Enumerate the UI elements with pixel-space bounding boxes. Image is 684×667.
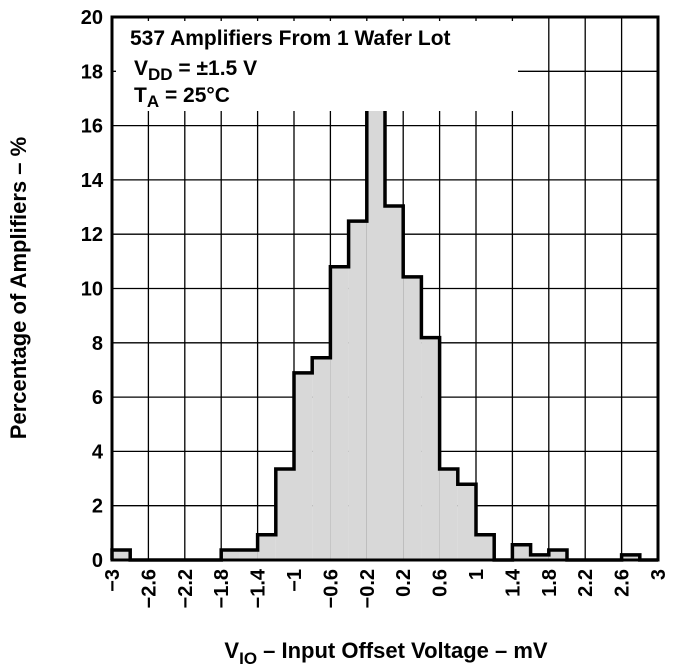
x-tick-label: −0.2 [357,569,379,608]
annotation-box: 537 Amplifiers From 1 Wafer Lot VDD = ±1… [116,21,518,111]
x-tick-label: 1.8 [539,569,561,597]
y-tick-label: 0 [92,550,103,572]
x-tick-label: −1.8 [211,569,233,608]
histogram-bar [621,554,640,560]
histogram-bar [530,554,549,560]
y-tick-label: 4 [92,441,104,463]
y-tick-label: 2 [92,496,103,518]
x-tick-label: −0.6 [320,569,342,608]
histogram-bar [112,549,131,560]
x-tick-label: 1.4 [502,568,524,597]
x-axis-tick-labels: −3 −2.6 −2.2 −1.8 −1.4 −1 −0.6 −0.2 0.2 0.6 1 1.4 1.… [102,568,670,608]
histogram-bar [548,549,567,560]
y-tick-label: 8 [92,333,103,355]
histogram-bars [110,67,658,562]
histogram-bar [294,372,313,560]
x-tick-label: −1.4 [248,568,270,608]
y-axis-tick-labels: 0 2 4 6 8 10 12 14 16 18 20 [81,7,104,572]
y-tick-label: 6 [92,387,103,409]
histogram-bar [312,357,331,560]
y-tick-label: 20 [81,7,103,29]
x-axis-title: VIO – Input Offset Voltage – mV [224,638,547,667]
histogram-bar [421,337,440,560]
histogram-bar [512,544,531,560]
histogram-bar [221,549,240,560]
histogram-bar [457,484,476,560]
y-axis-title: Percentage of Amplifiers – % [6,137,31,439]
y-tick-label: 12 [81,224,103,246]
histogram-bar [366,69,385,561]
histogram-bar [275,469,294,560]
x-tick-label: −2.2 [175,569,197,608]
y-tick-label: 18 [81,61,103,83]
plot-frame [110,15,660,562]
x-tick-label: 0.2 [393,569,415,597]
annotation-background [116,21,518,111]
histogram-bar [330,266,349,560]
x-tick-label: 0.6 [430,569,452,597]
histogram-bar [348,221,367,560]
histogram-bar [257,534,276,560]
histogram-bar [439,469,458,560]
histogram-bar [476,534,495,560]
histogram-bar [403,276,422,560]
x-tick-label: 1 [466,569,488,580]
x-tick-label: 3 [648,569,670,580]
x-tick-label: −1 [284,569,306,592]
annotation-temperature: TA = 25°C [134,84,230,111]
histogram-bar [385,205,404,561]
y-tick-label: 10 [81,279,103,301]
annotation-supply-voltage: VDD = ±1.5 V [134,57,257,84]
y-tick-label: 16 [81,116,103,138]
histogram-outline [110,67,658,562]
x-tick-label: −3 [102,569,124,592]
x-tick-label: −2.6 [138,569,160,608]
x-tick-label: 2.2 [575,569,597,597]
x-tick-label: 2.6 [612,569,634,597]
y-tick-label: 14 [81,170,104,192]
histogram-bar [239,549,258,560]
annotation-sample-count: 537 Amplifiers From 1 Wafer Lot [130,27,451,50]
